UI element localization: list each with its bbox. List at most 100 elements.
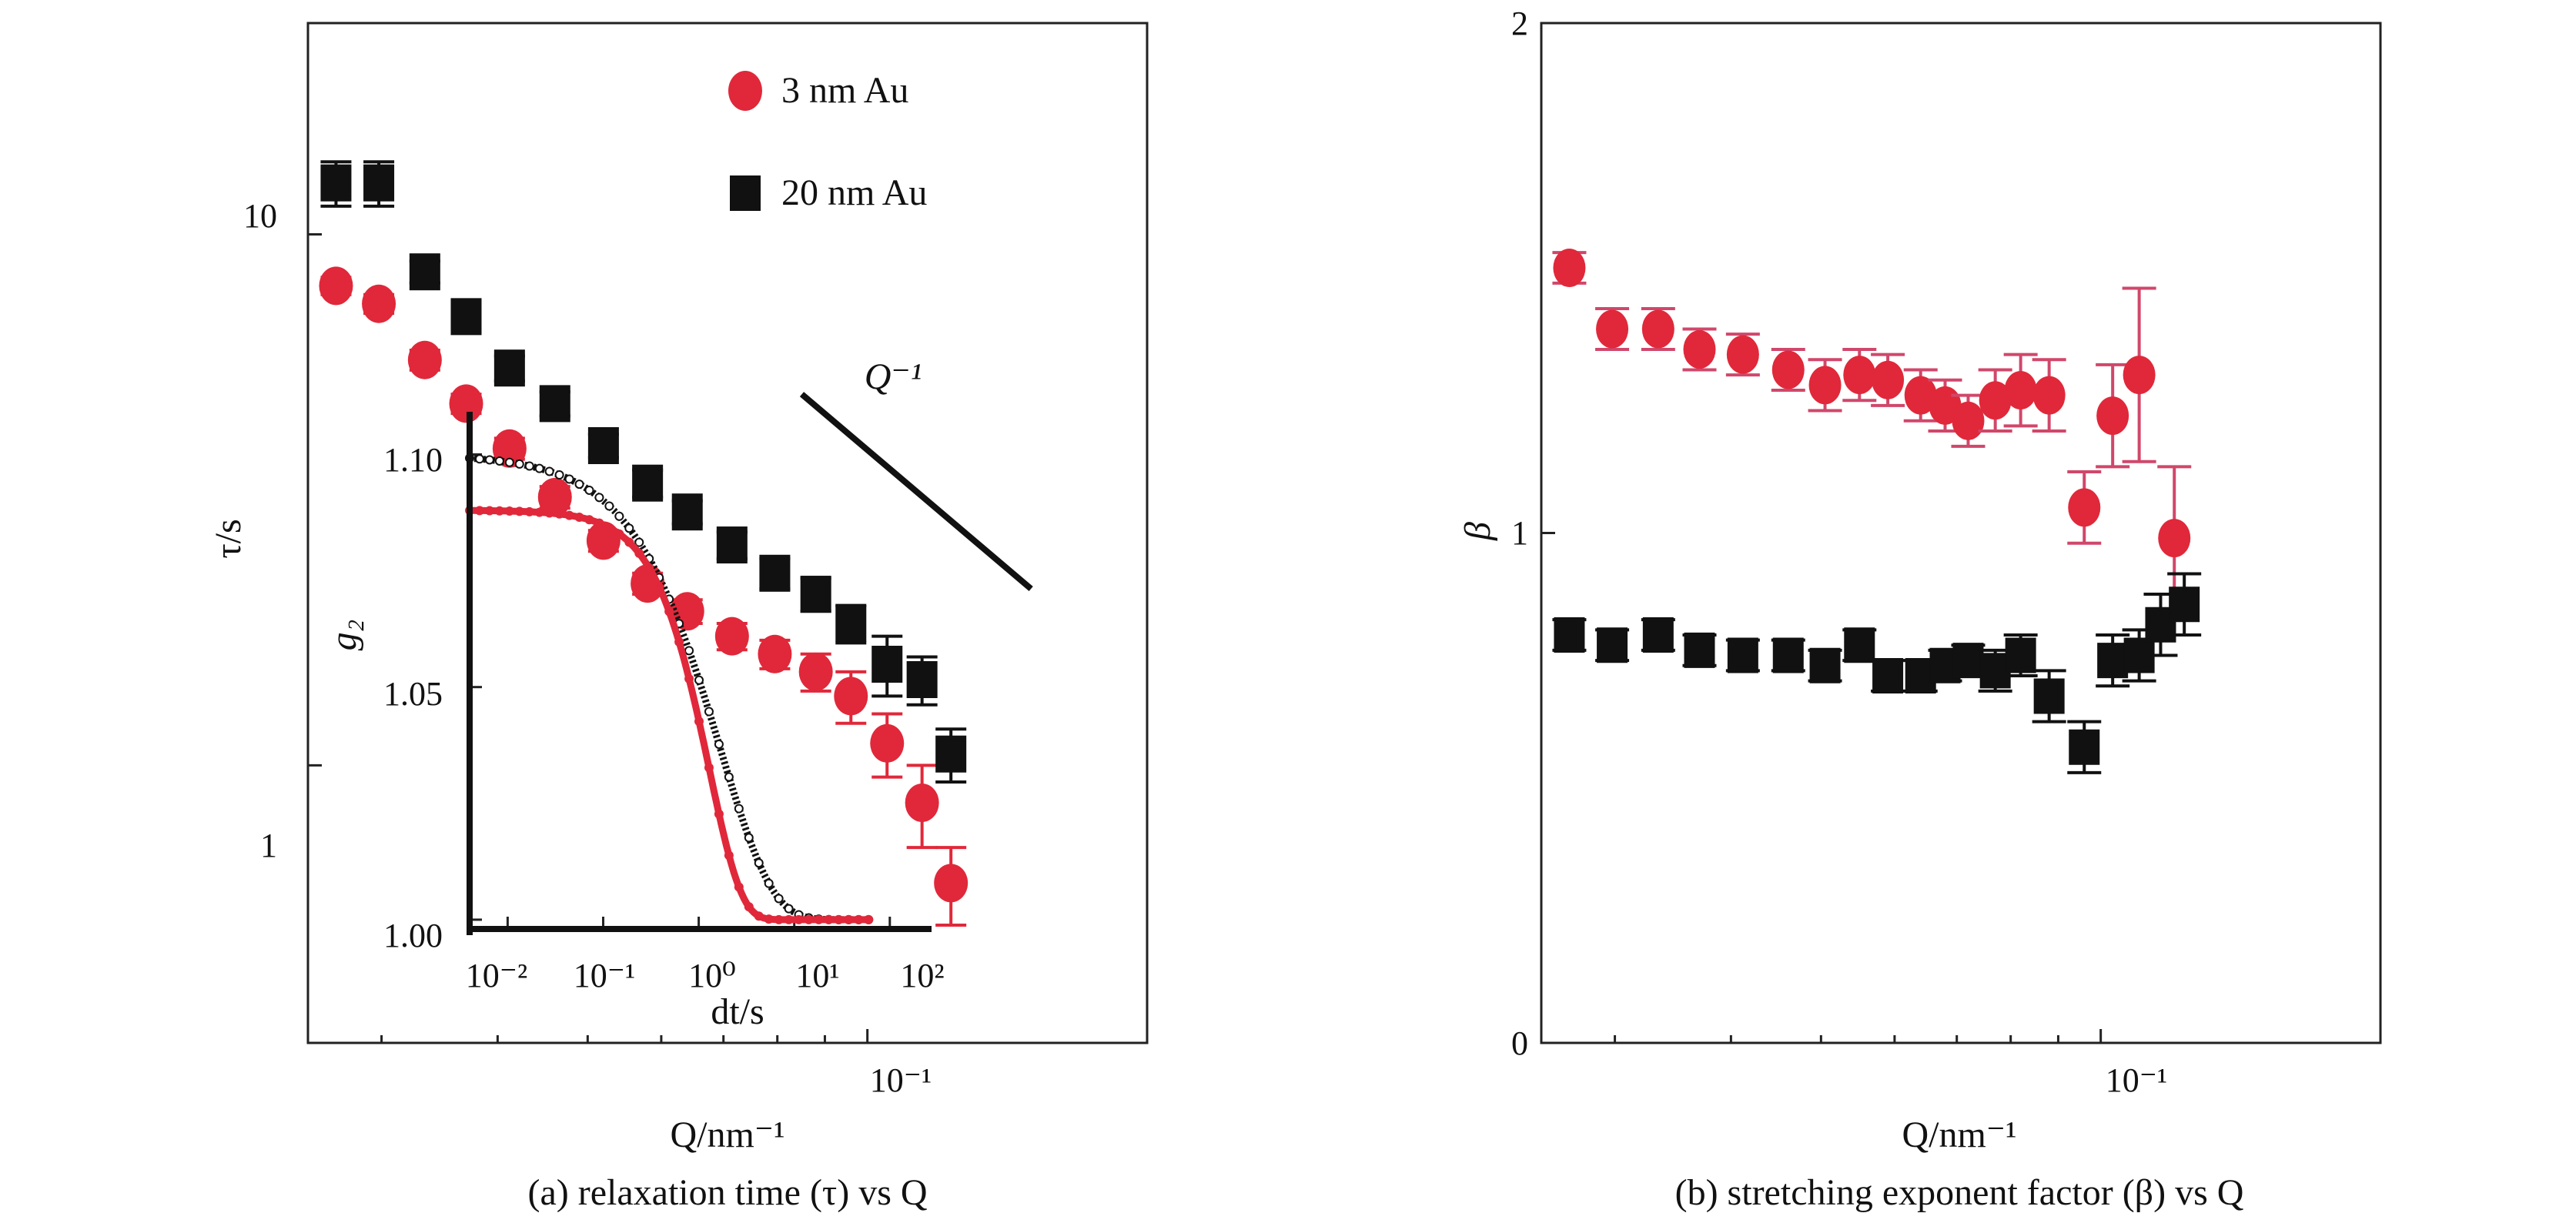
data-point-3nm <box>870 723 905 763</box>
data-point-red <box>1683 330 1716 369</box>
data-point-black <box>1727 637 1758 673</box>
data-point-20nm <box>906 660 938 698</box>
g2-point-black <box>584 485 594 495</box>
panel-b-xtick-label: 10⁻¹ <box>2106 1061 2167 1099</box>
data-point-red <box>1641 309 1674 349</box>
g2-point-red <box>634 548 644 558</box>
panel-a-ticks <box>308 233 1149 1043</box>
panel-b-stretching-exponent: 2 1 0 10⁻¹ β Q/nm⁻¹ (b) stretching expon… <box>1457 5 2382 1213</box>
g2-point-black <box>534 463 544 473</box>
legend-label-3nm: 3 nm Au <box>781 70 908 111</box>
g2-point-red <box>774 914 784 924</box>
data-point-black <box>1642 617 1674 653</box>
panel-b-y-axis-label: β <box>1457 522 1498 541</box>
inset-ytick-label-100: 1.00 <box>383 917 443 954</box>
g2-point-red <box>644 563 654 573</box>
g2-point-red <box>764 914 774 924</box>
data-point-20nm <box>493 349 525 387</box>
data-point-3nm <box>798 652 833 691</box>
legend-marker-3nm <box>728 71 762 111</box>
g2-point-black <box>704 707 714 717</box>
g2-point-black <box>484 455 494 465</box>
inset-xtick-label-1e2: 10² <box>900 957 944 994</box>
data-point-3nm <box>319 266 353 306</box>
g2-point-red <box>584 515 594 525</box>
g2-point-black <box>474 454 484 464</box>
data-point-3nm <box>834 677 868 716</box>
g2-point-black <box>594 493 604 503</box>
g2-point-red <box>474 506 484 516</box>
data-point-black <box>2033 678 2065 714</box>
panel-b-ytick-label-2: 2 <box>1511 5 1528 42</box>
g2-point-black <box>544 466 554 476</box>
g2-point-red <box>734 882 744 892</box>
inset-g2-correlation: 1.10 1.05 1.00 10⁻² 10⁻¹ 10⁰ 10¹ 10² dt/… <box>323 412 945 1032</box>
g2-point-red <box>514 506 524 516</box>
g2-point-red <box>704 763 714 773</box>
panel-b-caption: (b) stretching exponent factor (β) vs Q <box>1675 1172 2244 1213</box>
g2-point-black <box>614 511 624 521</box>
g2-point-black <box>754 858 764 868</box>
g2-point-black <box>724 772 734 782</box>
data-point-red <box>2004 371 2037 409</box>
g2-point-red <box>724 850 734 860</box>
data-point-black <box>1772 637 1804 673</box>
data-point-red <box>1979 381 2012 420</box>
data-point-red <box>1843 356 1876 395</box>
inset-ytick-label-105: 1.05 <box>383 675 443 713</box>
data-point-20nm <box>716 526 748 564</box>
g2-point-red <box>674 637 684 647</box>
inset-xtick-label-1e0: 10⁰ <box>688 957 736 994</box>
panel-a-legend: 3 nm Au 20 nm Au <box>728 70 927 213</box>
panel-a-ytick-label-1: 1 <box>260 827 277 864</box>
g2-point-black <box>574 480 584 490</box>
g2-point-black <box>714 739 724 749</box>
g2-point-red <box>524 506 534 516</box>
data-point-20nm <box>363 164 395 202</box>
data-point-red <box>2123 356 2156 395</box>
g2-point-black <box>734 804 744 814</box>
data-point-20nm <box>409 253 440 291</box>
panel-b-series <box>1552 249 2202 774</box>
data-point-red <box>1771 350 1805 389</box>
data-point-3nm <box>934 864 969 903</box>
g2-point-red <box>844 914 854 924</box>
panel-b-ytick-label-0: 0 <box>1511 1024 1528 1062</box>
g2-point-red <box>754 911 764 921</box>
g2-point-black <box>624 523 634 533</box>
data-point-red <box>2032 376 2066 415</box>
inset-xtick-label-1e-2: 10⁻² <box>466 957 527 994</box>
g2-point-black <box>784 904 794 914</box>
g2-point-black <box>554 470 564 480</box>
g2-point-black <box>524 461 534 471</box>
panel-a-y-axis-label: τ/s <box>208 519 249 558</box>
data-point-red <box>2096 396 2129 436</box>
data-point-3nm <box>714 617 749 656</box>
panel-b-plot-frame <box>1540 22 2382 1044</box>
data-point-3nm <box>407 340 442 379</box>
g2-point-red <box>484 506 494 516</box>
data-point-20nm <box>632 464 664 502</box>
data-point-red <box>1872 360 1905 399</box>
inset-xtick-label-1e1: 10¹ <box>795 957 839 994</box>
inset-xtick-label-1e-1: 10⁻¹ <box>574 957 635 994</box>
data-point-20nm <box>935 735 967 773</box>
data-point-black <box>1684 632 1715 668</box>
panel-b-ticks <box>1541 22 2382 1044</box>
panel-a-ytick-label-10: 10 <box>243 197 277 235</box>
g2-point-black <box>634 537 644 547</box>
data-point-red <box>2068 488 2101 527</box>
q-inverse-annotation: Q⁻¹ <box>865 356 922 397</box>
g2-point-red <box>804 914 814 924</box>
g2-point-red <box>624 537 634 547</box>
data-point-red <box>1808 366 1842 405</box>
g2-point-black <box>684 646 694 656</box>
panel-b-ytick-label-1: 1 <box>1511 514 1528 552</box>
g2-point-red <box>744 902 754 912</box>
panel-b-x-axis-label: Q/nm⁻¹ <box>1902 1114 2016 1155</box>
g2-point-red <box>664 606 674 617</box>
g2-point-red <box>554 509 564 519</box>
g2-point-red <box>544 508 554 518</box>
g2-point-red <box>854 914 864 924</box>
